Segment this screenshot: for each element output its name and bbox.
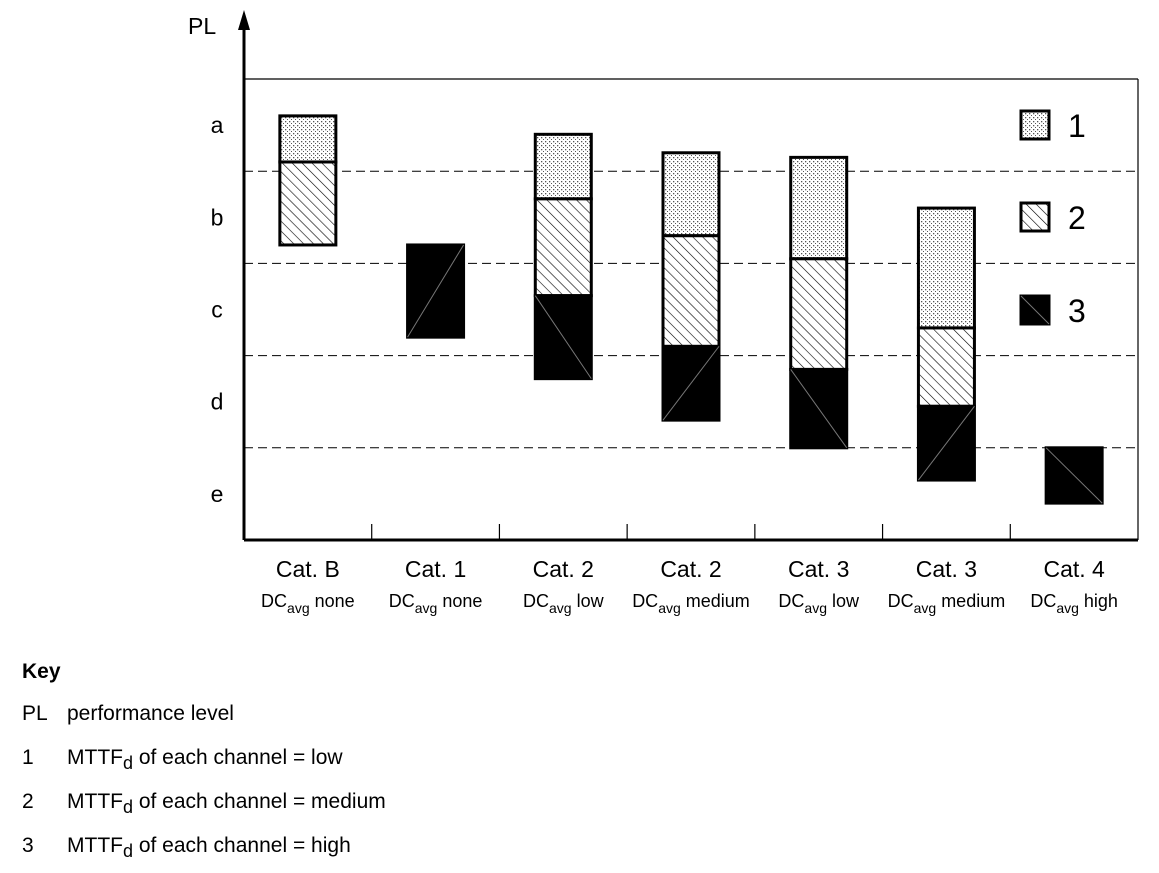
- bar-stack: [533, 132, 593, 381]
- legend-label: 1: [1068, 108, 1086, 144]
- y-tick-label: d: [211, 389, 224, 415]
- x-tick-label-dc: DCavg low: [523, 591, 605, 616]
- x-tick-marks: [371, 524, 1011, 540]
- bar-segment-2: [916, 326, 976, 408]
- legend-label: 2: [1068, 200, 1086, 236]
- key-row-2: 2 MTTFd of each channel = medium: [22, 780, 722, 824]
- x-tick-label-category: Cat. 3: [916, 556, 977, 582]
- plot-frame: [244, 78, 1139, 540]
- key-title: Key: [22, 660, 61, 683]
- bar-segment-2: [789, 257, 849, 371]
- bar-segment-diagonal: [790, 369, 848, 449]
- pl-chart: PL a b c d e Cat. B DCavg none Cat. 1 DCavg non…: [188, 10, 1139, 616]
- bar-segment-diagonal: [1020, 295, 1050, 325]
- y-tick-label: b: [211, 204, 224, 230]
- x-tick-labels: Cat. B DCavg none Cat. 1 DCavg none Cat. 2 DC…: [261, 556, 1118, 616]
- y-tick-label: c: [211, 297, 223, 323]
- bar-stack: [1044, 446, 1104, 505]
- bar-segment-2: [661, 234, 721, 348]
- bar-segment-1: [789, 155, 849, 261]
- key-symbol: 3: [22, 834, 34, 857]
- x-tick-label-dc: DCavg medium: [888, 591, 1006, 616]
- bar-segment-diagonal: [1045, 447, 1103, 504]
- bar-segment-diagonal: [534, 295, 592, 379]
- y-tick-labels: a b c d e: [211, 112, 224, 507]
- bar-segment-1: [661, 151, 721, 238]
- x-tick-label-dc: DCavg high: [1030, 591, 1118, 616]
- bar-segment-1: [278, 114, 338, 164]
- x-tick-label-category: Cat. B: [276, 556, 340, 582]
- bar-segment-1: [1019, 109, 1051, 141]
- x-tick-label-dc: DCavg medium: [632, 591, 750, 616]
- key-text: performance level: [67, 702, 234, 725]
- bar-segment-2: [1019, 201, 1051, 233]
- x-tick-label-category: Cat. 3: [788, 556, 849, 582]
- legend-label: 3: [1068, 293, 1086, 329]
- axes: [238, 10, 1138, 542]
- key-text: MTTFd of each channel = high: [67, 834, 351, 862]
- x-tick-label-category: Cat. 2: [660, 556, 721, 582]
- x-tick-label-dc: DCavg low: [778, 591, 860, 616]
- key-text: MTTFd of each channel = low: [67, 746, 343, 774]
- key-symbol: 1: [22, 746, 34, 769]
- bar-stack: [789, 155, 849, 450]
- bar-stack: [278, 114, 338, 247]
- bar-segment-1: [533, 132, 593, 201]
- key-symbol: 2: [22, 790, 34, 813]
- bar-stack: [661, 151, 721, 422]
- y-tick-label: e: [211, 481, 224, 507]
- gridlines: [244, 170, 1138, 449]
- bar-segment-1: [916, 206, 976, 330]
- x-tick-label-dc: DCavg none: [261, 591, 355, 616]
- x-tick-label-dc: DCavg none: [389, 591, 483, 616]
- key-symbol: PL: [22, 702, 48, 725]
- bars-layer: [278, 114, 1104, 505]
- bar-segment-2: [278, 160, 338, 247]
- bar-segment-diagonal: [407, 244, 464, 338]
- x-tick-label-category: Cat. 1: [405, 556, 466, 582]
- key-row-1: 1 MTTFd of each channel = low: [22, 736, 722, 780]
- legend: 1 2 3: [1019, 108, 1086, 329]
- bar-segment-diagonal: [662, 346, 720, 421]
- key-row-3: 3 MTTFd of each channel = high: [22, 824, 722, 868]
- y-axis-arrow: [238, 10, 250, 30]
- bar-segment-2: [533, 197, 593, 298]
- y-tick-label: a: [211, 112, 224, 138]
- key-text: MTTFd of each channel = medium: [67, 790, 386, 818]
- bar-segment-diagonal: [918, 406, 975, 481]
- y-axis-label: PL: [188, 13, 216, 39]
- x-tick-label-category: Cat. 2: [533, 556, 594, 582]
- bar-stack: [406, 243, 466, 339]
- bar-stack: [916, 206, 976, 482]
- x-tick-label-category: Cat. 4: [1043, 556, 1105, 582]
- key-section: Key PL performance level 1 MTTFd of each…: [22, 652, 722, 868]
- key-row-pl: PL performance level: [22, 692, 722, 736]
